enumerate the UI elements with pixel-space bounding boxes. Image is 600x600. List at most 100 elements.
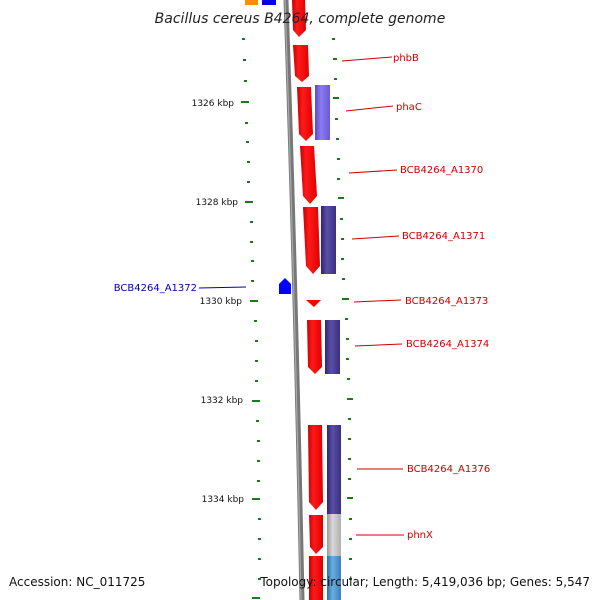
ruler-tick (348, 458, 351, 460)
ruler-ticks-left (241, 38, 261, 599)
ruler-tick (241, 101, 249, 103)
ruler-tick (341, 238, 344, 240)
feature-blocks (315, 85, 341, 600)
gene-arrow (297, 87, 313, 141)
ruler-tick (346, 358, 349, 360)
gene-label-bcb4264-a1371[interactable]: BCB4264_A1371 (402, 231, 485, 242)
gene-arrow (300, 146, 317, 204)
leader-line (345, 105, 394, 112)
ruler-tick (349, 578, 352, 580)
kbp-label: 1334 kbp (202, 495, 245, 505)
ruler-tick (258, 578, 261, 580)
ruler-tick (332, 38, 335, 40)
ruler-tick (342, 298, 349, 300)
ruler-tick (244, 80, 247, 82)
ruler-tick (336, 138, 339, 140)
feature-block (327, 556, 341, 600)
ruler-tick (255, 380, 258, 382)
map-title: Bacillus cereus B4264, complete genome (155, 11, 446, 27)
ruler-tick (333, 97, 339, 99)
ruler-tick (347, 398, 353, 400)
gene-arrow (303, 207, 320, 274)
leader-line (341, 56, 393, 62)
ruler-tick (247, 181, 250, 183)
ruler-tick (338, 197, 344, 199)
gene-label-bcb4264-a1374[interactable]: BCB4264_A1374 (406, 339, 489, 350)
kbp-label: 1330 kbp (200, 297, 243, 307)
ruler-tick (349, 538, 352, 540)
kbp-label: 1326 kbp (192, 99, 235, 109)
gene-arrow (306, 300, 321, 307)
ruler-tick (252, 597, 260, 599)
gene-label-phac[interactable]: phaC (396, 102, 422, 113)
ruler-tick (337, 158, 340, 160)
feature-block (321, 206, 336, 274)
gene-arrows-forward[interactable] (292, 0, 323, 600)
gene-arrow-bcb4264-a1372[interactable] (279, 278, 291, 294)
ruler-tick (252, 400, 260, 402)
feature-block (327, 514, 341, 556)
label-leader-lines (198, 56, 404, 536)
leader-line (354, 343, 403, 347)
ruler-tick (341, 258, 344, 260)
ruler-tick (245, 122, 248, 124)
leader-line (198, 286, 247, 289)
ruler-tick (334, 78, 337, 80)
gene-label-bcb4264-a1370[interactable]: BCB4264_A1370 (400, 165, 483, 176)
ruler-tick (252, 498, 260, 500)
ruler-tick (258, 518, 261, 520)
ruler-tick (349, 558, 352, 560)
genome-backbone-highlight (284, 0, 302, 600)
ruler-tick (258, 558, 261, 560)
ruler-tick (347, 378, 350, 380)
ruler-tick (255, 360, 258, 362)
gene-label-phnx[interactable]: phnX (407, 530, 433, 541)
ruler-tick (245, 201, 253, 203)
ruler-tick (243, 59, 246, 61)
ruler-tick (347, 497, 353, 499)
ruler-tick (257, 440, 260, 442)
feature-blue-top (262, 0, 276, 5)
gene-arrow (293, 45, 309, 82)
ruler-tick (256, 420, 259, 422)
ruler-tick (242, 38, 245, 40)
accession-text: Accession: NC_011725 (9, 575, 146, 589)
ruler-tick (255, 340, 258, 342)
ruler-tick (251, 280, 254, 282)
ruler-tick (340, 218, 343, 220)
gene-arrow (308, 425, 323, 510)
gene-label-bcb4264-a1376[interactable]: BCB4264_A1376 (407, 464, 490, 475)
feature-block (327, 425, 341, 514)
feature-orange-top (245, 0, 258, 5)
ruler-tick (247, 161, 250, 163)
ruler-tick (333, 58, 337, 60)
kbp-labels: 1326 kbp 1328 kbp 1330 kbp 1332 kbp 1334… (192, 99, 245, 505)
feature-block (325, 320, 340, 374)
gene-label-bcb4264-a1373[interactable]: BCB4264_A1373 (405, 296, 488, 307)
gene-label-bcb4264-a1372[interactable]: BCB4264_A1372 (114, 283, 197, 294)
ruler-tick (257, 480, 260, 482)
leader-line (353, 299, 402, 303)
ruler-tick (257, 460, 260, 462)
ruler-tick (349, 518, 352, 520)
ruler-tick (254, 320, 257, 322)
gene-arrow (307, 320, 322, 374)
ruler-tick (258, 538, 261, 540)
genome-backbone (283, 0, 305, 600)
gene-labels[interactable]: phbB phaC BCB4264_A1370 BCB4264_A1371 BC… (114, 53, 491, 541)
ruler-tick (348, 438, 351, 440)
ruler-tick (251, 260, 254, 262)
ruler-ticks-right (332, 38, 353, 580)
ruler-tick (342, 278, 345, 280)
ruler-tick (250, 300, 258, 302)
leader-line (351, 235, 400, 240)
topology-text: Topology: circular; Length: 5,419,036 bp… (260, 575, 590, 589)
feature-block (315, 85, 330, 140)
ruler-tick (345, 318, 348, 320)
gene-arrow (292, 0, 306, 37)
ruler-tick (348, 478, 351, 480)
kbp-label: 1332 kbp (201, 396, 244, 406)
gene-label-phbb[interactable]: phbB (393, 53, 419, 64)
ruler-tick (250, 241, 253, 243)
